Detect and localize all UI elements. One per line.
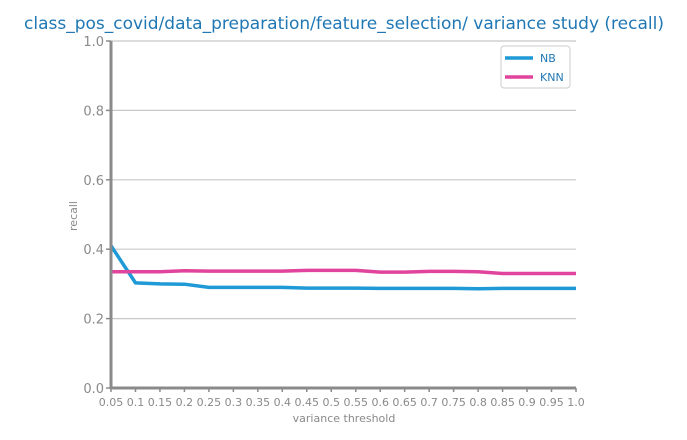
series-line-nb (109, 244, 576, 291)
x-tick-label: 0.9 (518, 396, 536, 409)
x-tick-label: 0.85 (490, 396, 515, 409)
x-tick-label: 0.1 (127, 396, 145, 409)
y-tick-label: 1.0 (83, 35, 104, 50)
y-tick-labels: 0.0 0.2 0.4 0.6 0.8 1.0 (83, 35, 111, 397)
y-tick-label: 0.4 (83, 243, 104, 258)
x-tick-label: 0.4 (274, 396, 292, 409)
x-tick-label: 0.5 (323, 396, 341, 409)
y-tick-label: 0.2 (83, 313, 104, 328)
legend-label-knn: KNN (540, 71, 564, 84)
x-tick-labels: 0.05 0.1 0.15 0.2 0.25 0.3 0.35 0.4 0.45 0.5 0.55 0… (99, 388, 585, 409)
x-tick-label: 0.7 (420, 396, 438, 409)
x-tick-label: 0.95 (539, 396, 564, 409)
chart-title: class_pos_covid/data_preparation/feature… (24, 14, 664, 34)
x-tick-label: 0.05 (99, 396, 124, 409)
x-tick-label: 0.15 (148, 396, 173, 409)
x-tick-label: 0.35 (246, 396, 271, 409)
y-tick-label: 0.8 (83, 104, 104, 119)
legend-label-nb: NB (540, 52, 556, 65)
x-tick-label: 0.6 (371, 396, 389, 409)
series-line-knn (111, 268, 576, 276)
legend: NB KNN (500, 45, 571, 89)
y-gridlines (111, 40, 576, 320)
x-tick-label: 0.45 (295, 396, 320, 409)
x-tick-label: 0.25 (197, 396, 222, 409)
x-tick-label: 0.2 (176, 396, 194, 409)
y-axis-label: recall (67, 201, 80, 231)
y-tick-label: 0.6 (83, 174, 104, 189)
axes (109, 41, 576, 390)
x-axis-label: variance threshold (293, 412, 396, 425)
x-tick-label: 0.55 (343, 396, 368, 409)
x-tick-label: 1.0 (567, 396, 585, 409)
x-tick-label: 0.8 (469, 396, 487, 409)
y-tick-label: 0.0 (83, 382, 104, 397)
x-tick-label: 0.3 (225, 396, 243, 409)
series-lines (109, 244, 576, 291)
x-tick-label: 0.75 (441, 396, 466, 409)
x-tick-label: 0.65 (392, 396, 417, 409)
